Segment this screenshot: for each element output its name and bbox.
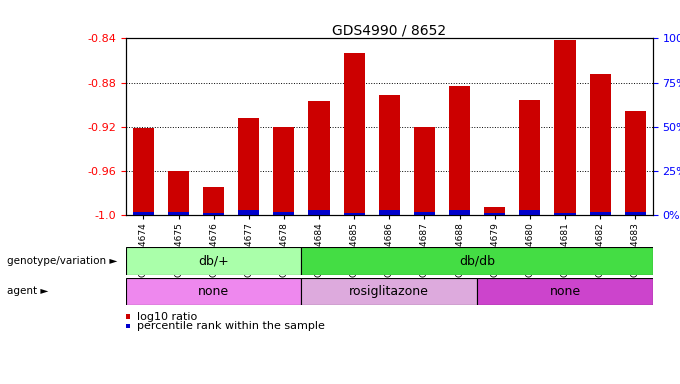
Bar <box>133 212 154 215</box>
Bar <box>625 111 646 215</box>
Bar <box>309 210 330 215</box>
Bar <box>590 212 611 215</box>
Bar <box>477 278 653 305</box>
Bar <box>168 171 189 215</box>
Bar <box>203 213 224 215</box>
Text: log10 ratio: log10 ratio <box>137 312 197 322</box>
Bar <box>414 127 435 215</box>
Text: db/db: db/db <box>459 254 495 267</box>
Bar <box>168 212 189 215</box>
Text: percentile rank within the sample: percentile rank within the sample <box>137 321 325 331</box>
Bar <box>343 213 364 215</box>
Bar <box>343 53 364 215</box>
Bar <box>449 86 470 215</box>
Bar <box>520 100 541 215</box>
Bar <box>590 74 611 215</box>
Bar <box>309 101 330 215</box>
Bar <box>414 212 435 215</box>
Bar <box>554 40 575 215</box>
Bar <box>484 207 505 215</box>
Bar <box>133 128 154 215</box>
Bar <box>126 247 301 275</box>
Bar <box>203 187 224 215</box>
Text: db/+: db/+ <box>199 254 229 267</box>
Text: none: none <box>198 285 229 298</box>
Bar <box>625 212 646 215</box>
Text: genotype/variation ►: genotype/variation ► <box>7 256 117 266</box>
Bar <box>238 118 259 215</box>
Bar <box>379 95 400 215</box>
Bar <box>273 127 294 215</box>
Bar <box>238 210 259 215</box>
Bar <box>520 210 541 215</box>
Bar <box>484 213 505 215</box>
Bar <box>379 210 400 215</box>
Text: agent ►: agent ► <box>7 286 48 296</box>
Bar <box>301 247 653 275</box>
Bar <box>449 210 470 215</box>
Bar <box>126 278 301 305</box>
Bar <box>273 212 294 215</box>
Title: GDS4990 / 8652: GDS4990 / 8652 <box>333 23 446 37</box>
Bar <box>554 213 575 215</box>
Bar <box>301 278 477 305</box>
Text: none: none <box>549 285 581 298</box>
Text: rosiglitazone: rosiglitazone <box>350 285 429 298</box>
